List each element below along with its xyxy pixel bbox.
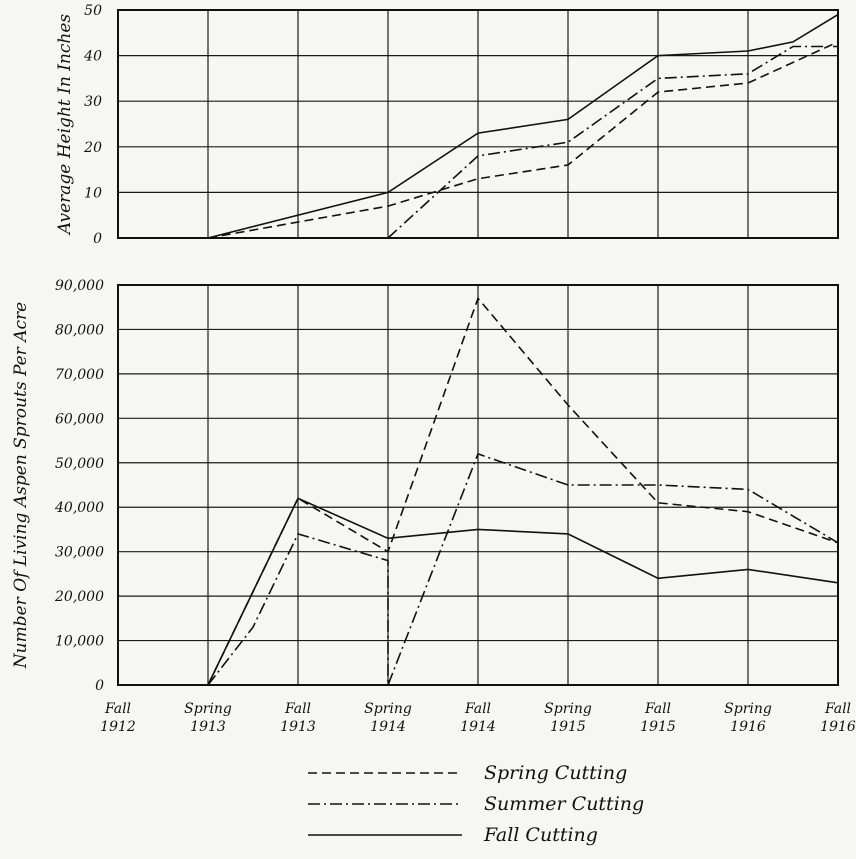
x-tick-season: Fall [824, 701, 851, 717]
y-tick-label: 50,000 [55, 456, 104, 472]
series-line-spring-cutting [207, 296, 839, 686]
y-tick-label: 0 [95, 678, 104, 694]
series-line-spring-cutting [207, 41, 839, 239]
x-tick-season: Spring [724, 701, 772, 717]
y-axis-label: Average Height In Inches [55, 14, 75, 237]
y-tick-label: 40 [83, 49, 102, 65]
y-tick-label: 10,000 [55, 634, 104, 650]
plot-frame [117, 284, 839, 686]
y-tick-label: 90,000 [55, 278, 104, 294]
x-tick-season: Spring [364, 701, 412, 717]
x-tick-year: 1916 [820, 719, 856, 735]
y-tick-label: 50 [84, 3, 102, 19]
legend: Spring Cutting Summer Cutting Fall Cutting [308, 762, 644, 846]
x-tick-season: Spring [184, 701, 232, 717]
x-tick-season: Fall [464, 701, 491, 717]
x-tick-year: 1913 [280, 719, 316, 735]
y-tick-label: 20,000 [54, 589, 104, 605]
y-tick-label: 80,000 [55, 322, 104, 338]
legend-label-spring-cutting: Spring Cutting [484, 762, 627, 784]
x-tick-season: Fall [104, 701, 131, 717]
y-tick-label: 60,000 [55, 411, 104, 427]
y-tick-label: 30,000 [55, 545, 104, 561]
height-panel: 0 10 20 30 40 50 Average Height In Inches [55, 3, 839, 247]
y-tick-label: 70,000 [55, 367, 104, 383]
y-tick-label: 40,000 [54, 500, 104, 516]
sprouts-panel: 0 10,000 20,000 30,000 40,000 50,000 60,000 70,… [11, 278, 856, 735]
y-tick-label: 20 [83, 140, 102, 156]
y-tick-label: 0 [93, 231, 102, 247]
series-line-fall-cutting [207, 13, 839, 239]
x-tick-year: 1914 [460, 719, 496, 735]
x-tick-year: 1914 [370, 719, 406, 735]
x-tick-season: Fall [284, 701, 311, 717]
series-line-summer-cutting [387, 45, 838, 239]
x-tick-year: 1916 [730, 719, 766, 735]
x-tick-year: 1915 [640, 719, 676, 735]
series-line-fall-cutting [207, 497, 839, 686]
legend-label-fall-cutting: Fall Cutting [483, 824, 598, 846]
x-tick-year: 1915 [550, 719, 586, 735]
x-tick-season: Fall [644, 701, 671, 717]
plot-frame [117, 9, 839, 239]
x-tick-year: 1912 [100, 719, 136, 735]
y-tick-label: 30 [84, 94, 102, 110]
x-tick-season: Spring [544, 701, 592, 717]
x-tick-year: 1913 [190, 719, 226, 735]
y-axis-label: Number Of Living Aspen Sprouts Per Acre [11, 302, 31, 669]
legend-label-summer-cutting: Summer Cutting [484, 793, 644, 815]
y-tick-label: 10 [84, 185, 102, 201]
